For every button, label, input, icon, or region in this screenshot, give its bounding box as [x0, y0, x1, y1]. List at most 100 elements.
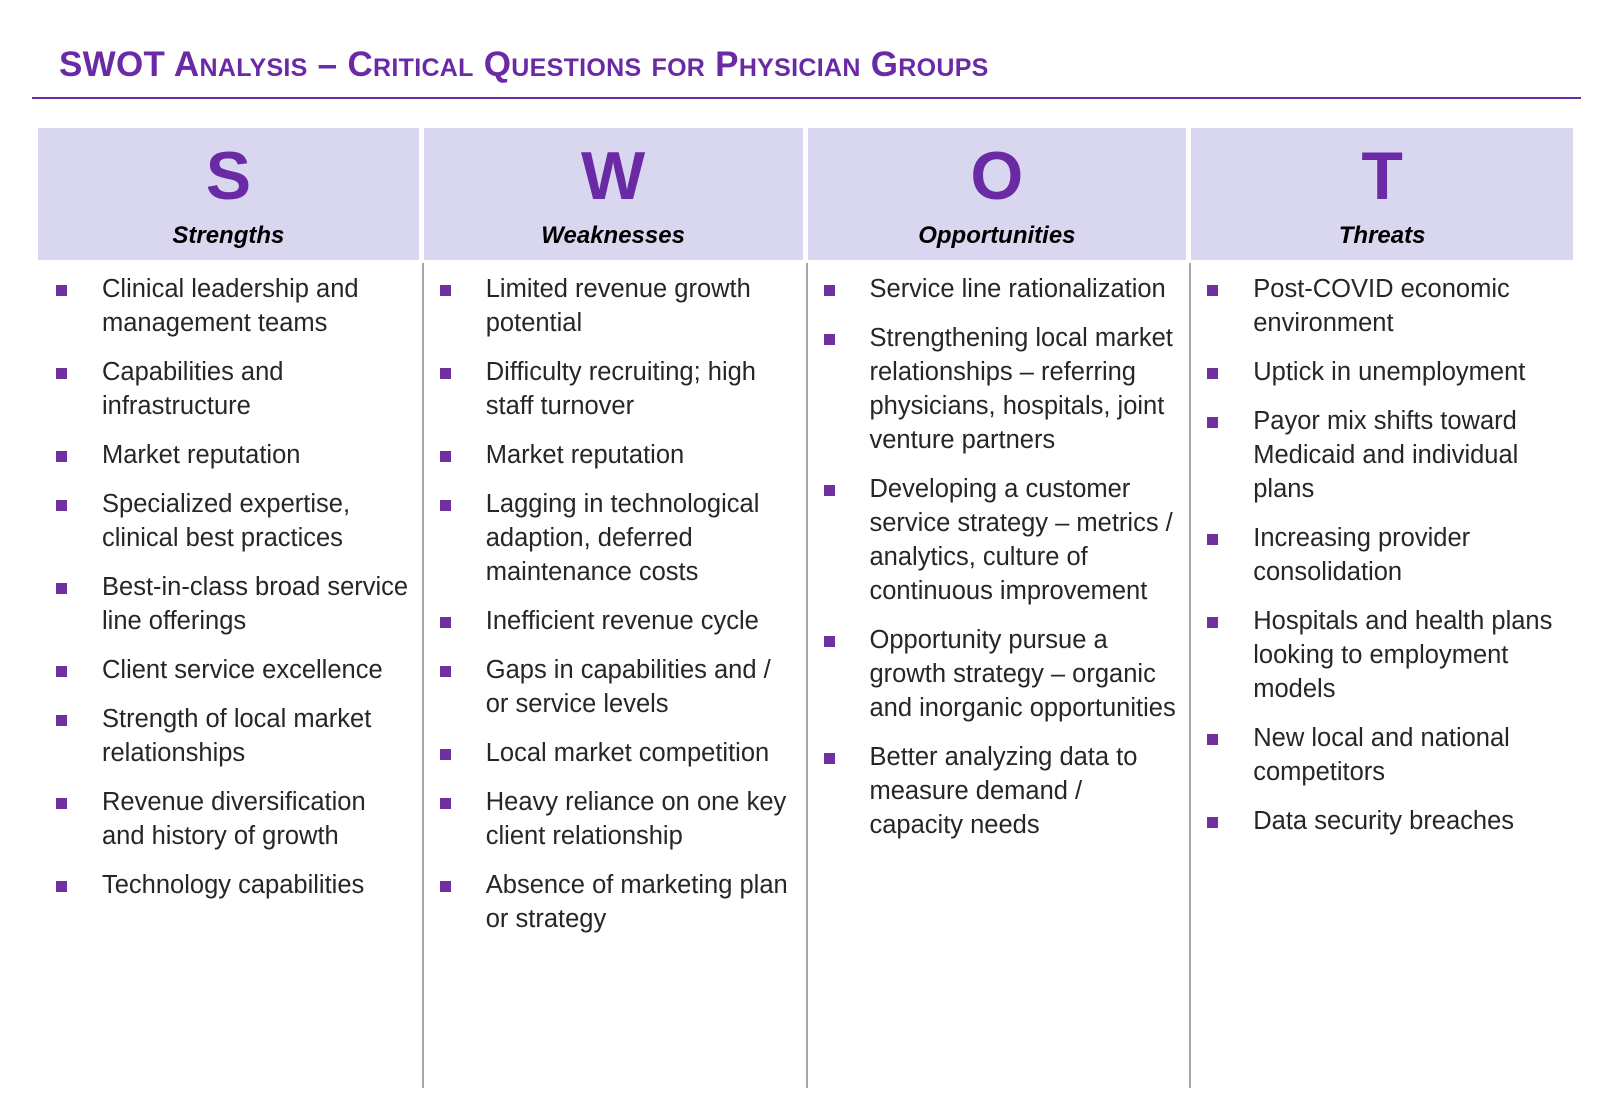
list-item: Better analyzing data to measure demand … — [823, 740, 1180, 842]
list-item: Absence of marketing plan or strategy — [439, 868, 796, 936]
column-letter: T — [1361, 138, 1403, 214]
square-bullet-icon — [1207, 368, 1219, 379]
list-item: Opportunity pursue a growth strategy – o… — [823, 623, 1180, 725]
item-text: Client service excellence — [102, 656, 383, 684]
list-item: Revenue diversification and history of g… — [56, 785, 412, 853]
item-text: Gaps in capabilities and / or service le… — [485, 656, 771, 718]
square-bullet-icon — [823, 636, 835, 647]
item-list: Service line rationalization Strengthenin… — [806, 260, 1190, 842]
list-item: Lagging in technological adaption, defer… — [439, 487, 796, 589]
list-item: Specialized expertise, clinical best pra… — [56, 487, 412, 555]
list-item: Increasing provider consolidation — [1207, 521, 1563, 589]
item-text: Clinical leadership and management teams — [102, 275, 359, 337]
item-text: Hospitals and health plans looking to em… — [1253, 607, 1553, 703]
square-bullet-icon — [1207, 417, 1219, 428]
square-bullet-icon — [56, 500, 67, 511]
item-list: Clinical leadership and management teams… — [38, 260, 422, 902]
list-item: Technology capabilities — [56, 868, 412, 902]
square-bullet-icon — [439, 500, 451, 511]
column-strengths: S Strengths Clinical leadership and mana… — [38, 128, 422, 1088]
square-bullet-icon — [56, 368, 67, 379]
item-text: Technology capabilities — [102, 871, 365, 899]
list-item: Clinical leadership and management teams — [56, 272, 412, 340]
square-bullet-icon — [1207, 734, 1219, 745]
column-header: O Opportunities — [807, 128, 1187, 260]
list-item: Data security breaches — [1207, 804, 1563, 838]
list-item: Strengthening local market relationships… — [823, 321, 1180, 457]
square-bullet-icon — [439, 617, 451, 628]
column-opportunities: O Opportunities Service line rationaliza… — [805, 128, 1190, 1088]
column-weaknesses: W Weaknesses Limited revenue growth pote… — [421, 128, 806, 1088]
list-item: Post-COVID economic environment — [1207, 272, 1563, 340]
list-item: Limited revenue growth potential — [439, 272, 796, 340]
square-bullet-icon — [439, 451, 451, 462]
item-text: Better analyzing data to measure demand … — [869, 743, 1138, 839]
square-bullet-icon — [1207, 534, 1219, 545]
list-item: Payor mix shifts toward Medicaid and ind… — [1207, 404, 1563, 506]
item-text: Best-in-class broad service line offerin… — [102, 573, 409, 635]
item-text: Data security breaches — [1253, 807, 1515, 835]
list-item: Best-in-class broad service line offerin… — [56, 570, 412, 638]
list-item: Uptick in unemployment — [1207, 355, 1563, 389]
swot-grid: S Strengths Clinical leadership and mana… — [38, 128, 1573, 1088]
title-underline — [32, 97, 1581, 99]
item-text: Service line rationalization — [869, 275, 1166, 303]
list-item: Gaps in capabilities and / or service le… — [439, 653, 796, 721]
list-item: Service line rationalization — [823, 272, 1180, 306]
column-label: Threats — [1338, 222, 1426, 249]
item-text: Limited revenue growth potential — [485, 275, 751, 337]
square-bullet-icon — [439, 368, 451, 379]
item-text: Local market competition — [485, 739, 770, 767]
square-bullet-icon — [1207, 617, 1219, 628]
square-bullet-icon — [56, 451, 67, 462]
column-label: Strengths — [172, 222, 285, 249]
item-text: New local and national competitors — [1253, 724, 1510, 786]
square-bullet-icon — [439, 798, 451, 809]
item-text: Capabilities and infrastructure — [102, 358, 284, 420]
square-bullet-icon — [56, 881, 67, 892]
list-item: New local and national competitors — [1207, 721, 1563, 789]
item-text: Increasing provider consolidation — [1253, 524, 1471, 586]
square-bullet-icon — [56, 285, 67, 296]
list-item: Market reputation — [439, 438, 796, 472]
square-bullet-icon — [823, 485, 835, 496]
item-text: Market reputation — [485, 441, 685, 469]
item-list: Post-COVID economic environment Uptick in… — [1189, 260, 1573, 838]
item-text: Difficulty recruiting; high staff turnov… — [485, 358, 756, 420]
list-item: Strength of local market relationships — [56, 702, 412, 770]
item-text: Lagging in technological adaption, defer… — [485, 490, 760, 586]
list-item: Heavy reliance on one key client relatio… — [439, 785, 796, 853]
item-text: Payor mix shifts toward Medicaid and ind… — [1253, 407, 1519, 503]
list-item: Market reputation — [56, 438, 412, 472]
item-text: Opportunity pursue a growth strategy – o… — [869, 626, 1176, 722]
list-item: Client service excellence — [56, 653, 412, 687]
item-text: Uptick in unemployment — [1253, 358, 1526, 386]
column-threats: T Threats Post-COVID economic environmen… — [1189, 128, 1573, 1088]
column-label: Weaknesses — [541, 222, 685, 249]
item-text: Absence of marketing plan or strategy — [485, 871, 788, 933]
page-title: SWOT Analysis – Critical Questions for P… — [59, 45, 989, 84]
square-bullet-icon — [439, 666, 451, 677]
column-letter: S — [205, 138, 252, 214]
list-item: Hospitals and health plans looking to em… — [1207, 604, 1563, 706]
column-label: Opportunities — [918, 222, 1076, 249]
square-bullet-icon — [56, 798, 67, 809]
list-item: Local market competition — [439, 736, 796, 770]
column-letter: O — [970, 138, 1024, 214]
square-bullet-icon — [439, 285, 451, 296]
item-text: Developing a customer service strategy –… — [869, 475, 1173, 605]
square-bullet-icon — [823, 285, 835, 296]
square-bullet-icon — [823, 334, 835, 345]
item-list: Limited revenue growth potential Difficul… — [422, 260, 806, 936]
column-header: T Threats — [1191, 128, 1573, 260]
list-item: Difficulty recruiting; high staff turnov… — [439, 355, 796, 423]
column-header: S Strengths — [38, 128, 419, 260]
square-bullet-icon — [439, 749, 451, 760]
item-text: Market reputation — [102, 441, 301, 469]
list-item: Developing a customer service strategy –… — [823, 472, 1180, 608]
item-text: Revenue diversification and history of g… — [102, 788, 366, 850]
square-bullet-icon — [56, 666, 67, 677]
square-bullet-icon — [1207, 285, 1219, 296]
column-letter: W — [581, 138, 646, 214]
list-item: Capabilities and infrastructure — [56, 355, 412, 423]
